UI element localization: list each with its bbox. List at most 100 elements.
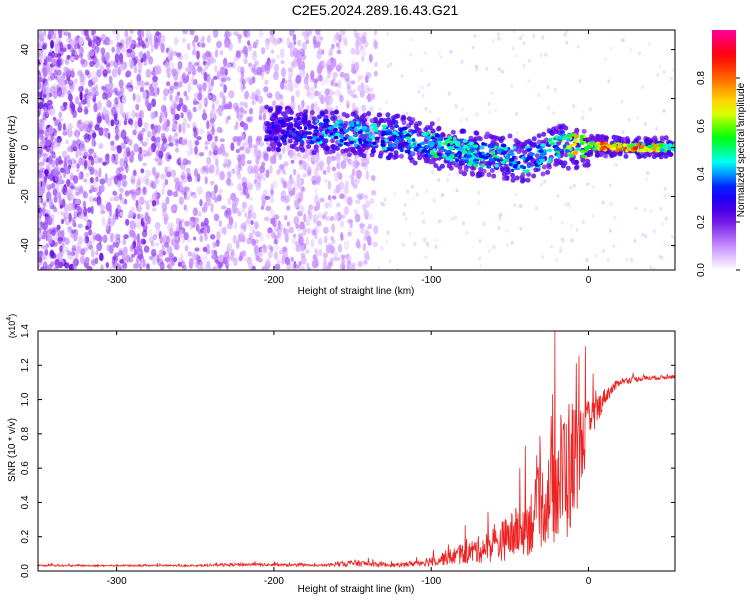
heatmap-signal-cell xyxy=(595,141,601,146)
heatmap-signal-cell xyxy=(348,136,353,140)
heatmap-noise-cell xyxy=(329,215,335,222)
heatmap-noise-cell xyxy=(187,251,193,257)
heatmap-noise-cell xyxy=(200,166,206,175)
heatmap-signal-cell xyxy=(457,165,463,170)
heatmap-noise-cell xyxy=(248,142,253,149)
heatmap-noise-cell xyxy=(393,191,397,196)
heatmap-noise-cell xyxy=(77,223,83,229)
heatmap-signal-cell xyxy=(463,167,469,173)
heatmap-noise-cell xyxy=(265,205,272,212)
heatmap-noise-cell xyxy=(362,203,367,211)
heatmap-signal-cell xyxy=(296,133,302,137)
heatmap-noise-cell xyxy=(74,36,78,46)
heatmap-noise-cell xyxy=(137,38,144,45)
heatmap-noise-cell xyxy=(42,157,47,163)
heatmap-signal-cell xyxy=(565,145,572,150)
heatmap-noise-cell xyxy=(355,199,361,205)
heatmap-noise-cell xyxy=(110,232,114,243)
heatmap-noise-cell xyxy=(268,61,273,69)
heatmap-signal-cell xyxy=(405,136,412,140)
heatmap-noise-cell xyxy=(128,39,135,50)
heatmap-noise-cell xyxy=(181,165,187,172)
heatmap-noise-cell xyxy=(374,62,378,67)
heatmap-noise-cell xyxy=(105,69,112,74)
heatmap-noise-cell xyxy=(79,71,83,78)
heatmap-signal-cell xyxy=(427,125,433,131)
heatmap-noise-cell xyxy=(153,40,159,51)
heatmap-signal-cell xyxy=(396,136,401,140)
heatmap-noise-cell xyxy=(264,79,269,85)
heatmap-noise-cell xyxy=(70,68,75,78)
heatmap-noise-cell xyxy=(671,68,675,72)
heatmap-noise-cell xyxy=(255,39,259,45)
heatmap-noise-cell xyxy=(179,231,184,239)
heatmap-noise-cell xyxy=(47,235,53,244)
heatmap-noise-cell xyxy=(113,159,119,165)
heatmap-noise-cell xyxy=(73,140,79,151)
heatmap-noise-cell xyxy=(317,212,323,219)
heatmap-noise-cell xyxy=(310,87,315,92)
heatmap-noise-cell xyxy=(210,190,217,201)
heatmap-noise-cell xyxy=(279,163,283,170)
heatmap-noise-cell xyxy=(308,91,315,100)
heatmap-noise-cell xyxy=(591,185,595,190)
heatmap-noise-cell xyxy=(96,186,102,196)
heatmap-noise-cell xyxy=(115,208,119,217)
heatmap-noise-cell xyxy=(49,183,55,189)
heatmap-noise-cell xyxy=(515,192,518,197)
heatmap-noise-cell xyxy=(145,37,149,43)
heatmap-noise-cell xyxy=(103,72,107,78)
heatmap-noise-cell xyxy=(663,239,667,244)
heatmap-noise-cell xyxy=(274,263,281,270)
heatmap-noise-cell xyxy=(289,43,296,53)
heatmap-noise-cell xyxy=(181,37,186,44)
heatmap-noise-cell xyxy=(152,233,158,241)
heatmap-signal-cell xyxy=(266,146,272,152)
heatmap-noise-cell xyxy=(133,65,138,74)
heatmap-noise-cell xyxy=(116,167,121,176)
heatmap-noise-cell xyxy=(45,80,50,88)
heatmap-noise-cell xyxy=(660,255,664,260)
heatmap-noise-cell xyxy=(266,231,271,240)
heatmap-noise-cell xyxy=(177,81,183,88)
heatmap-signal-cell xyxy=(546,148,553,153)
heatmap-noise-cell xyxy=(65,139,69,145)
heatmap-signal-cell xyxy=(627,147,632,152)
heatmap-noise-cell xyxy=(302,159,306,170)
heatmap-noise-cell xyxy=(332,35,338,43)
heatmap-noise-cell xyxy=(465,117,469,122)
heatmap-noise-cell xyxy=(105,221,110,231)
heatmap-noise-cell xyxy=(307,152,311,162)
heatmap-noise-cell xyxy=(226,178,232,186)
heatmap-noise-cell xyxy=(241,250,246,257)
heatmap-noise-cell xyxy=(231,168,236,175)
heatmap-signal-cell xyxy=(388,137,395,142)
heatmap-signal-cell xyxy=(437,136,443,141)
heatmap-noise-cell xyxy=(178,156,182,164)
heatmap-noise-cell xyxy=(336,171,342,179)
heatmap-noise-cell xyxy=(158,150,164,159)
heatmap-noise-cell xyxy=(204,145,208,150)
heatmap-noise-cell xyxy=(84,136,90,143)
snr-y-multiplier: (x104) xyxy=(6,314,17,338)
heatmap-noise-cell xyxy=(151,98,157,108)
heatmap-noise-cell xyxy=(189,30,195,36)
heatmap-noise-cell xyxy=(265,44,269,51)
heatmap-noise-cell xyxy=(479,263,483,268)
heatmap-signal-cell xyxy=(398,153,404,159)
heatmap-noise-cell xyxy=(53,69,58,80)
heatmap-noise-cell xyxy=(199,199,203,207)
heatmap-noise-cell xyxy=(63,185,67,193)
heatmap-noise-cell xyxy=(66,37,72,43)
heatmap-signal-cell xyxy=(607,143,611,148)
heatmap-noise-cell xyxy=(164,178,169,186)
heatmap-noise-cell xyxy=(208,164,215,174)
heatmap-noise-cell xyxy=(493,108,497,113)
heatmap-noise-cell xyxy=(193,79,198,86)
heatmap-noise-cell xyxy=(184,138,188,146)
heatmap-noise-cell xyxy=(207,88,212,96)
heatmap-noise-cell xyxy=(326,65,333,75)
heatmap-signal-cell xyxy=(421,132,427,136)
heatmap-signal-cell xyxy=(538,155,544,160)
heatmap-signal-cell xyxy=(368,133,372,137)
